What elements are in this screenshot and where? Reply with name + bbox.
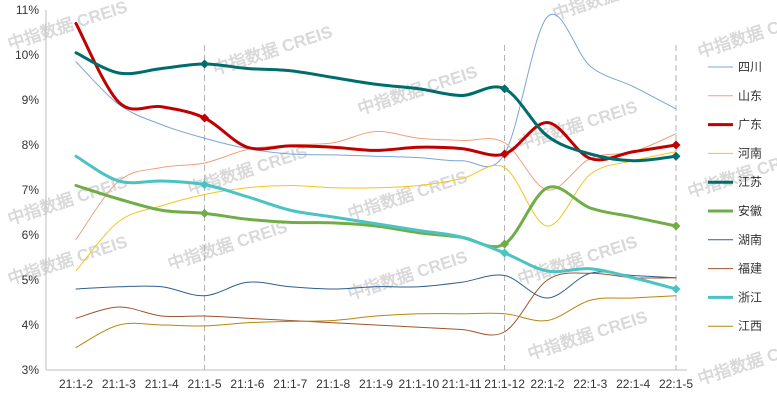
x-tick-label: 22:1-2 (530, 377, 564, 391)
y-tick-label: 6% (22, 228, 40, 242)
y-tick-label: 10% (15, 48, 39, 62)
watermark-text: 中指数据 CREIS (345, 246, 470, 304)
series-line-江苏 (74, 51, 678, 163)
legend-label: 湖南 (738, 232, 762, 247)
data-point-marker (671, 151, 681, 161)
series-line-安徽 (74, 184, 678, 249)
y-tick-label: 4% (22, 318, 40, 332)
series-markers (200, 59, 681, 294)
y-tick-label: 9% (22, 93, 40, 107)
watermark-text: 中指数据 CREIS (165, 216, 290, 274)
y-tick-label: 5% (22, 273, 40, 287)
watermark-text: 中指数据 CREIS (695, 331, 777, 389)
watermark-text: 中指数据 CREIS (515, 96, 640, 154)
x-tick-label: 21:1-2 (59, 377, 93, 391)
series-line-山东 (75, 130, 677, 240)
data-point-marker (500, 248, 510, 258)
data-point-marker (671, 221, 681, 231)
series-line-四川 (75, 13, 677, 167)
data-point-marker (200, 59, 210, 69)
legend-label: 广东 (738, 118, 762, 132)
data-point-marker (500, 84, 510, 94)
legend-label: 河南 (738, 145, 762, 160)
legend-label: 山东 (738, 89, 762, 103)
legend-label: 福建 (738, 261, 762, 276)
data-point-marker (671, 284, 681, 294)
y-tick-label: 3% (22, 363, 40, 377)
watermark-text: 中指数据 CREIS (550, 0, 675, 24)
x-tick-label: 21:1-4 (145, 377, 179, 391)
series-lines (74, 13, 678, 348)
watermark-layer: 中指数据 CREIS 中指数据 CREIS 中指数据 CREIS 中指数据 CREIS… (5, 0, 777, 389)
watermark-text: 中指数据 CREIS (525, 306, 650, 364)
legend-label: 安徽 (738, 203, 762, 218)
x-tick-label: 21:1-11 (442, 377, 482, 391)
x-tick-label: 22:1-5 (659, 377, 693, 391)
x-tick-label: 22:1-4 (616, 377, 650, 391)
series-line-广东 (74, 22, 678, 162)
y-tick-label: 8% (22, 138, 40, 152)
watermark-text: 中指数据 CREIS (685, 144, 777, 202)
watermark-text: 中指数据 CREIS (5, 171, 130, 229)
data-point-marker (200, 180, 210, 190)
series-line-浙江 (74, 154, 678, 291)
legend-label: 浙江 (738, 290, 762, 304)
y-tick-label: 11% (16, 3, 39, 17)
series-line-江西 (75, 295, 677, 348)
series-line-湖南 (75, 271, 677, 299)
x-tick-label: 21:1-12 (484, 377, 525, 391)
series-line-河南 (75, 151, 677, 272)
x-tick-label: 21:1-5 (188, 377, 222, 391)
x-tick-label: 21:1-10 (399, 377, 440, 391)
series-line-福建 (75, 272, 677, 336)
data-point-marker (200, 208, 210, 218)
x-tick-label: 21:1-7 (273, 377, 307, 391)
watermark-text: 中指数据 CREIS (695, 4, 777, 62)
legend-label: 四川 (738, 60, 762, 74)
axes: 3% 4% 5% 6% 7% 8% 9% 10% 11% 21:1-2 21:1-3 21:1-4 21… (15, 3, 693, 391)
x-tick-label: 22:1-3 (573, 377, 607, 391)
x-tick-label: 21:1-8 (316, 377, 350, 391)
x-tick-label: 21:1-6 (230, 377, 264, 391)
data-point-marker (671, 140, 681, 150)
data-point-marker (500, 149, 510, 159)
watermark-text: 中指数据 CREIS (345, 166, 470, 224)
data-point-marker (500, 239, 510, 249)
y-tick-label: 7% (22, 183, 40, 197)
legend-label: 江西 (738, 319, 762, 333)
x-tick-label: 21:1-9 (359, 377, 393, 391)
x-tick-label: 21:1-3 (102, 377, 136, 391)
legend-label: 江苏 (738, 175, 762, 189)
data-point-marker (200, 113, 210, 123)
